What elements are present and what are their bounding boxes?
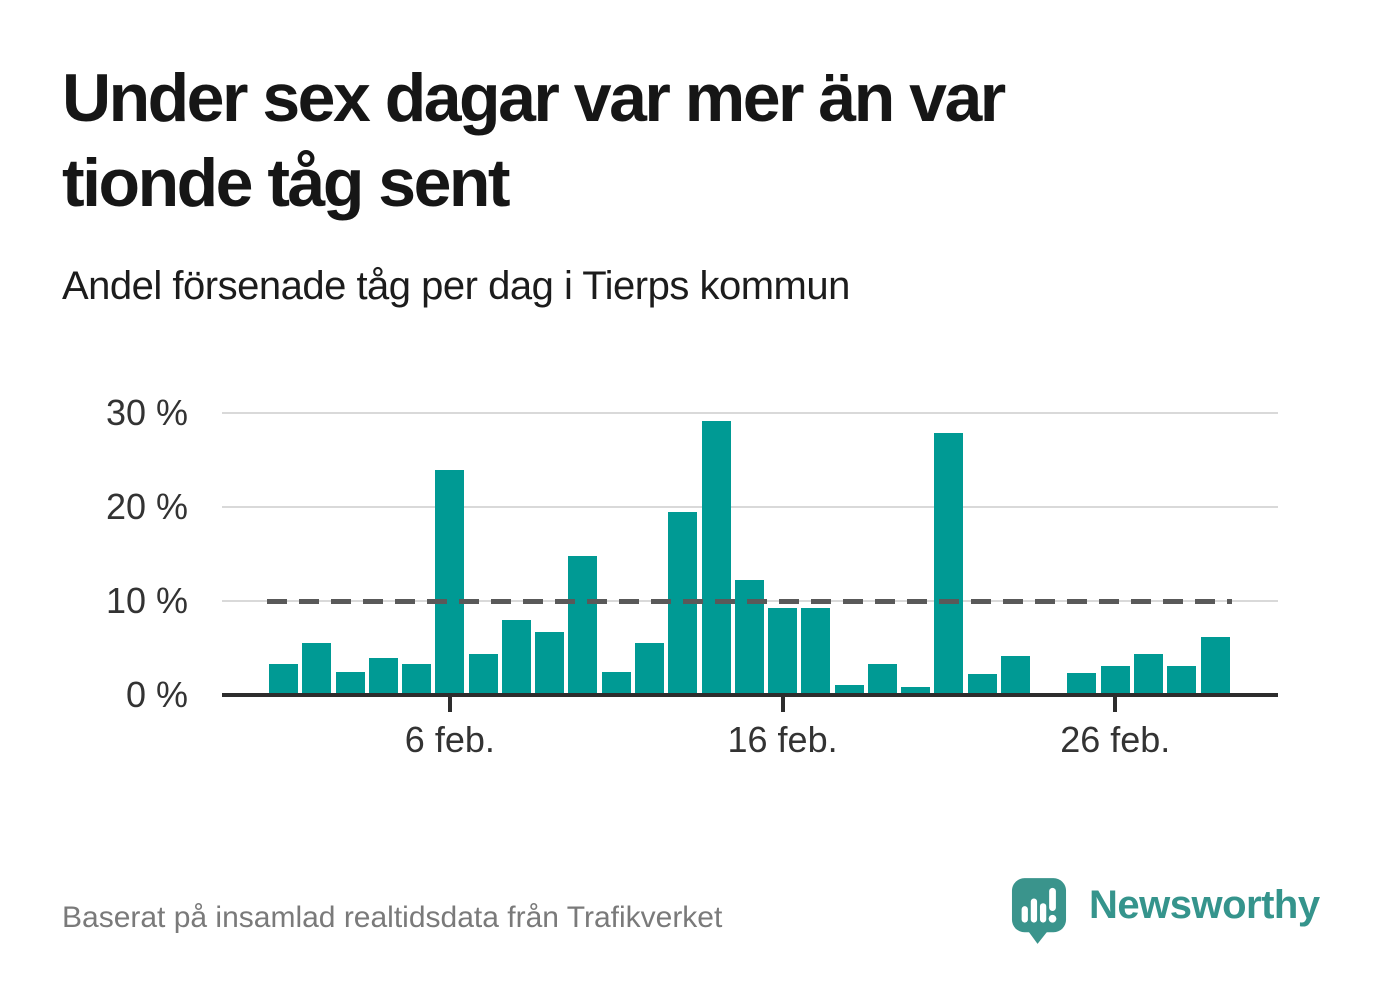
- bar: [1067, 673, 1097, 695]
- bar: [768, 607, 798, 695]
- bar: [834, 684, 864, 695]
- bar: [269, 663, 298, 695]
- bar: [801, 607, 831, 695]
- y-gridline: [222, 506, 1278, 508]
- bar: [934, 432, 964, 695]
- bar: [734, 580, 764, 695]
- bar: [435, 470, 465, 695]
- newsworthy-logo-icon: [1011, 878, 1067, 944]
- bar: [634, 643, 664, 695]
- bar: [501, 619, 531, 695]
- y-axis-tick-label: 10 %: [105, 580, 188, 621]
- bar: [1200, 636, 1230, 695]
- x-axis-tick-mark: [447, 697, 452, 712]
- bar: [601, 671, 631, 695]
- bar: [1100, 665, 1130, 695]
- reference-line-10pct: [267, 599, 1232, 604]
- source-note: Baserat på insamlad realtidsdata från Tr…: [62, 901, 723, 934]
- bar: [701, 420, 731, 695]
- bar: [402, 663, 432, 695]
- bar: [867, 663, 897, 695]
- bar: [468, 653, 498, 695]
- bar: [967, 674, 997, 695]
- brand-lockup: Newsworthy: [1011, 877, 1320, 945]
- page-title: Under sex dagar var mer än var tionde tåg…: [62, 56, 1262, 226]
- bar: [368, 658, 398, 695]
- page-title-line-1: Under sex dagar var mer än var: [62, 60, 1006, 136]
- bar: [535, 632, 565, 695]
- x-axis-tick-mark: [1113, 697, 1118, 712]
- bar: [1167, 665, 1197, 695]
- x-axis-line: [222, 693, 1278, 697]
- brand-name: Newsworthy: [1089, 883, 1320, 927]
- page-title-line-2: tionde tåg sent: [62, 145, 511, 221]
- y-axis-tick-label: 30 %: [105, 392, 188, 433]
- x-axis-tick-label: 16 feb.: [727, 719, 838, 760]
- x-axis-tick-mark: [780, 697, 785, 712]
- bar: [1000, 655, 1030, 695]
- x-axis-tick-label: 26 feb.: [1060, 719, 1171, 760]
- y-axis-tick-label: 20 %: [105, 486, 188, 527]
- bar: [568, 555, 598, 695]
- chart-subtitle: Andel försenade tåg per dag i Tierps kom…: [62, 264, 850, 308]
- x-axis-tick-label: 6 feb.: [404, 719, 495, 760]
- bar: [302, 643, 332, 695]
- bar: [1134, 653, 1164, 695]
- bar: [335, 672, 365, 695]
- bar: [901, 686, 931, 695]
- y-gridline: [222, 412, 1278, 414]
- y-axis-tick-label: 0 %: [125, 674, 188, 715]
